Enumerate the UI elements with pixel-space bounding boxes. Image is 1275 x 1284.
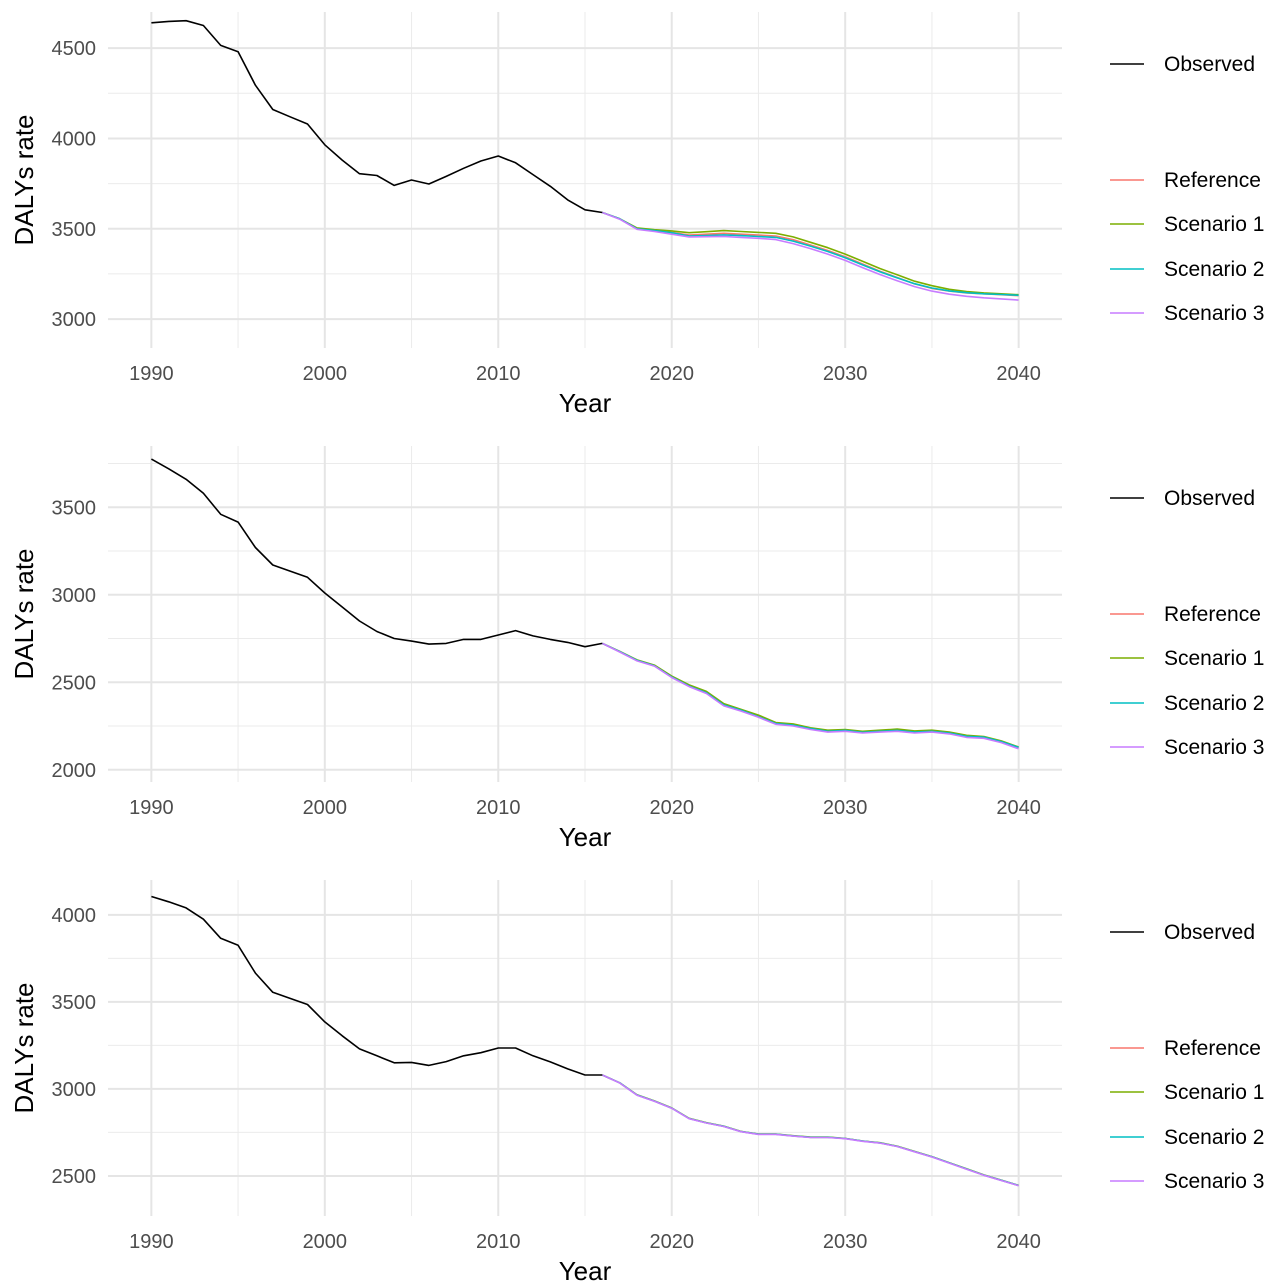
x-tick-label: 2030 [823, 1231, 868, 1253]
x-tick-label: 1990 [129, 797, 174, 819]
legend-label: Observed [1164, 53, 1255, 76]
y-tick-label: 4000 [52, 905, 97, 927]
legend-label: Scenario 3 [1164, 1170, 1264, 1193]
legend-label: Scenario 1 [1164, 647, 1264, 670]
legend-label: Scenario 2 [1164, 258, 1264, 281]
y-axis-title: DALYs rate [9, 548, 39, 679]
y-tick-label: 3500 [52, 497, 97, 519]
legend-label: Observed [1164, 921, 1255, 944]
series-line-observed [151, 895, 603, 1076]
legend-label: Scenario 3 [1164, 302, 1264, 325]
y-tick-label: 4500 [52, 38, 97, 60]
legend-label: Reference [1164, 603, 1261, 626]
x-tick-label: 2040 [996, 363, 1041, 385]
x-tick-label: 1990 [129, 363, 174, 385]
x-axis-title: Year [559, 822, 612, 852]
x-tick-label: 1990 [129, 1231, 174, 1253]
series-line-reference [602, 211, 1019, 297]
legend-label: Observed [1164, 487, 1255, 510]
x-tick-label: 2000 [303, 363, 348, 385]
y-tick-label: 3000 [52, 1079, 97, 1101]
chart-panel-1: 1990 2000 2010 2020 2030 2040 3000 3500 4000 4500… [9, 12, 1264, 418]
y-tick-label: 3500 [52, 219, 97, 241]
y-tick-label: 3500 [52, 992, 97, 1014]
x-tick-label: 2020 [649, 1231, 694, 1253]
x-tick-label: 2010 [476, 797, 521, 819]
y-tick-label: 2500 [52, 672, 97, 694]
series-line-scenario-3 [602, 211, 1019, 301]
legend-label: Scenario 2 [1164, 1126, 1264, 1149]
y-tick-label: 4000 [52, 128, 97, 150]
y-tick-label: 3000 [52, 585, 97, 607]
legend-label: Scenario 1 [1164, 213, 1264, 236]
chart-panel-3: 1990 2000 2010 2020 2030 2040 2500 3000 3500 4000… [9, 880, 1264, 1284]
x-tick-label: 2020 [649, 363, 694, 385]
legend-label: Reference [1164, 1037, 1261, 1060]
series-line-scenario-2 [601, 642, 1019, 749]
x-tick-label: 2000 [303, 797, 348, 819]
series-line-scenario-3 [601, 642, 1019, 750]
y-tick-label: 2000 [52, 760, 97, 782]
chart-panel-2: 1990 2000 2010 2020 2030 2040 2000 2500 3000 3500… [9, 446, 1264, 852]
x-tick-label: 2000 [303, 1231, 348, 1253]
series-line-scenario-3 [601, 1074, 1019, 1187]
y-tick-label: 3000 [52, 309, 97, 331]
y-tick-label: 2500 [52, 1166, 97, 1188]
legend-label: Scenario 2 [1164, 692, 1264, 715]
x-tick-label: 2040 [996, 797, 1041, 819]
x-tick-label: 2010 [476, 363, 521, 385]
x-tick-label: 2010 [476, 1231, 521, 1253]
legend-label: Scenario 1 [1164, 1081, 1264, 1104]
x-tick-label: 2030 [823, 797, 868, 819]
x-tick-label: 2030 [823, 363, 868, 385]
series-line-reference [601, 1074, 1019, 1187]
series-line-scenario-1 [601, 1074, 1019, 1187]
series-line-scenario-1 [602, 211, 1019, 296]
y-axis-title: DALYs rate [9, 982, 39, 1113]
legend-label: Scenario 3 [1164, 736, 1264, 759]
x-axis-title: Year [559, 388, 612, 418]
series-line-scenario-2 [601, 1074, 1019, 1187]
x-axis-title: Year [559, 1256, 612, 1284]
series-line-observed [151, 19, 603, 214]
series-line-reference [601, 642, 1019, 749]
series-line-scenario-1 [601, 642, 1019, 748]
x-tick-label: 2040 [996, 1231, 1041, 1253]
series-line-scenario-2 [602, 211, 1019, 297]
legend-label: Reference [1164, 169, 1261, 192]
x-tick-label: 2020 [649, 797, 694, 819]
series-line-observed [151, 458, 603, 648]
y-axis-title: DALYs rate [9, 114, 39, 245]
